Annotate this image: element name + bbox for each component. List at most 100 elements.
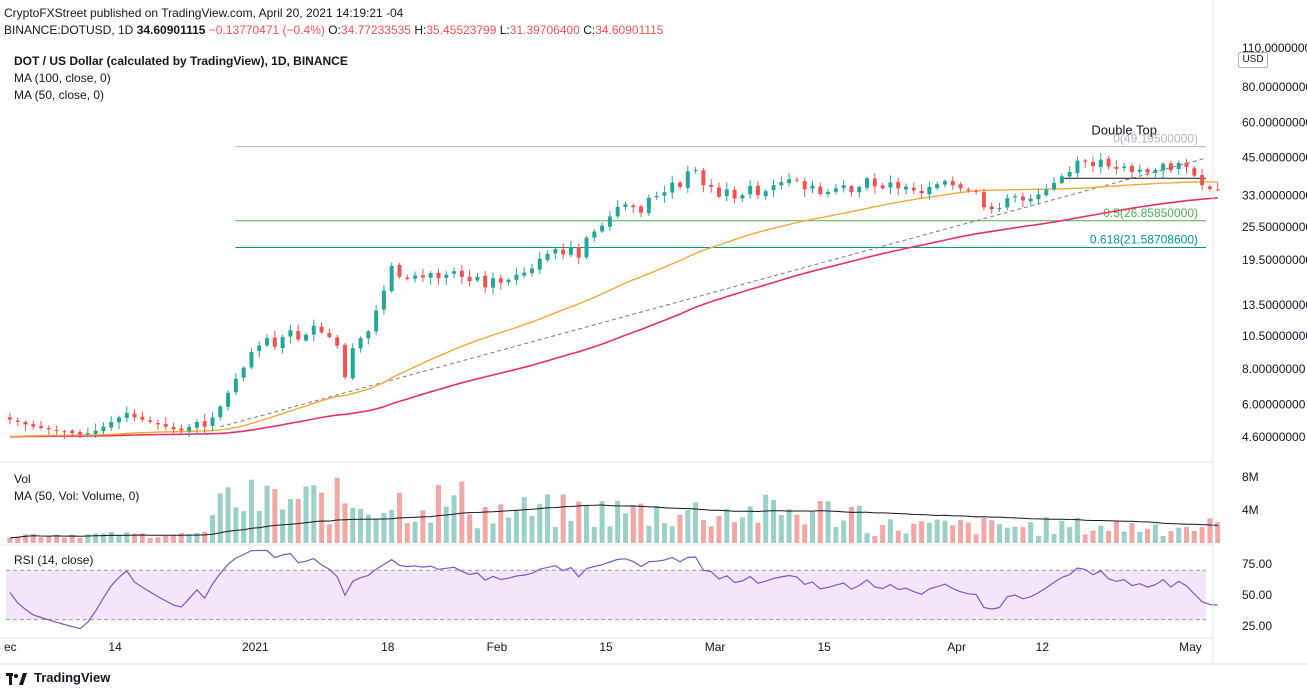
volume-bar bbox=[54, 534, 60, 543]
volume-bar bbox=[833, 527, 839, 543]
ohlc-line: BINANCE:DOTUSD, 1D 34.60901115 −0.137704… bbox=[4, 23, 664, 37]
legend-volume[interactable]: Vol bbox=[14, 472, 31, 486]
candle-body bbox=[280, 337, 285, 349]
volume-bar bbox=[326, 524, 332, 543]
volume-bar bbox=[942, 520, 948, 543]
volume-bar bbox=[950, 525, 956, 543]
volume-bar bbox=[202, 531, 208, 543]
volume-bar bbox=[700, 519, 706, 543]
volume-bar bbox=[233, 507, 239, 543]
volume-bar bbox=[615, 500, 621, 543]
candle-body bbox=[70, 430, 75, 434]
legend-rsi[interactable]: RSI (14, close) bbox=[14, 553, 94, 567]
candle-body bbox=[389, 265, 394, 292]
price-tick-label: 60.00000000 bbox=[1242, 115, 1307, 129]
volume-bar bbox=[1176, 527, 1182, 543]
volume-bar bbox=[256, 510, 262, 543]
volume-bar bbox=[841, 520, 847, 543]
candle-body bbox=[140, 416, 145, 420]
candle-body bbox=[54, 430, 59, 432]
candle-body bbox=[919, 190, 924, 194]
candle-body bbox=[1184, 162, 1189, 168]
candle-body bbox=[600, 225, 605, 232]
date-tick-label: 18 bbox=[381, 640, 395, 654]
legend-ma100[interactable]: MA (100, close, 0) bbox=[14, 71, 111, 85]
ma100-line bbox=[9, 197, 1218, 438]
candle-body bbox=[748, 185, 753, 195]
volume-bar bbox=[1012, 526, 1018, 543]
volume-bar bbox=[934, 519, 940, 543]
chart-title: DOT / US Dollar (calculated by TradingVi… bbox=[14, 54, 348, 68]
candle-body bbox=[639, 206, 644, 213]
candle-body bbox=[732, 189, 737, 199]
price-tick-label: 25.50000000 bbox=[1242, 220, 1307, 234]
dashed-trendline bbox=[220, 157, 1207, 428]
candle-body bbox=[311, 325, 316, 335]
symbol-short: BINANCE:DOTUSD, 1D bbox=[4, 23, 134, 37]
volume-bar bbox=[661, 523, 667, 543]
volume-bar bbox=[576, 501, 582, 543]
volume-bar bbox=[132, 533, 138, 543]
volume-bar bbox=[825, 501, 831, 543]
legend-volume-ma[interactable]: MA (50, Vol: Volume, 0) bbox=[14, 489, 140, 503]
candle-body bbox=[576, 247, 581, 258]
currency-badge[interactable]: USD bbox=[1238, 52, 1268, 68]
volume-bar bbox=[7, 537, 13, 543]
volume-bar bbox=[848, 507, 854, 543]
low-value: 31.39706400 bbox=[509, 23, 580, 37]
volume-bar bbox=[809, 511, 815, 543]
volume-bar bbox=[287, 498, 293, 543]
volume-bar bbox=[334, 477, 340, 543]
volume-bar bbox=[85, 534, 91, 543]
volume-bar bbox=[747, 506, 753, 543]
volume-bar bbox=[404, 523, 410, 543]
volume-bar bbox=[1020, 527, 1026, 543]
volume-bar bbox=[1137, 531, 1143, 543]
candle-body bbox=[561, 249, 566, 255]
date-tick-label: 15 bbox=[599, 640, 613, 654]
volume-bar bbox=[467, 514, 473, 543]
volume-bar bbox=[295, 498, 301, 543]
volume-bar bbox=[264, 485, 270, 543]
volume-bar bbox=[124, 532, 130, 543]
volume-bar bbox=[1160, 535, 1166, 543]
candle-body bbox=[950, 180, 955, 186]
candle-body bbox=[288, 330, 293, 337]
volume-bar bbox=[365, 514, 371, 543]
date-tick-label: 2021 bbox=[242, 640, 269, 654]
volume-bar bbox=[428, 522, 434, 543]
candle-body bbox=[529, 268, 534, 274]
rsi-band bbox=[6, 570, 1206, 620]
candle-body bbox=[249, 352, 254, 368]
volume-bar bbox=[248, 479, 254, 543]
volume-bar bbox=[856, 505, 862, 543]
tradingview-footer[interactable]: TradingView bbox=[6, 670, 110, 685]
volume-bar bbox=[22, 534, 28, 543]
candle-body bbox=[755, 185, 760, 196]
volume-bar bbox=[171, 534, 177, 543]
candle-body bbox=[966, 189, 971, 191]
candle-body bbox=[171, 426, 176, 430]
candle-body bbox=[904, 186, 908, 190]
candle-body bbox=[872, 178, 877, 187]
candle-body bbox=[810, 185, 815, 189]
rsi-pane bbox=[6, 549, 1218, 630]
candle-body bbox=[1005, 198, 1010, 208]
price-tick-label: 6.00000000 bbox=[1242, 397, 1306, 411]
candle-body bbox=[678, 182, 683, 187]
volume-bar bbox=[997, 524, 1003, 543]
volume-bar bbox=[771, 500, 777, 543]
candle-body bbox=[615, 206, 620, 217]
candle-body bbox=[155, 423, 160, 425]
volume-bar bbox=[1004, 527, 1010, 543]
volume-bar bbox=[895, 530, 901, 543]
volume-bar bbox=[373, 519, 379, 543]
price-tick-label: 19.50000000 bbox=[1242, 253, 1307, 267]
legend-ma50[interactable]: MA (50, close, 0) bbox=[14, 88, 105, 102]
candle-body bbox=[771, 185, 776, 191]
candle-body bbox=[62, 431, 67, 433]
candle-body bbox=[522, 272, 527, 276]
footer-band bbox=[0, 664, 1307, 698]
volume-bar bbox=[537, 503, 543, 543]
